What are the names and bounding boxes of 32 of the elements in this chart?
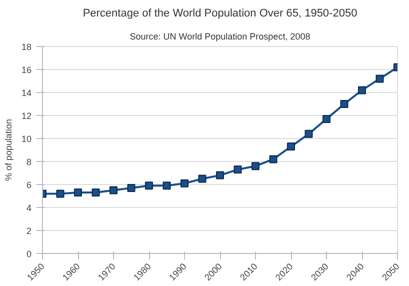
chart-subtitle: Source: UN World Population Prospect, 2008: [130, 32, 310, 42]
y-tick-label: 0: [26, 249, 32, 259]
point: [127, 184, 136, 192]
y-tick-label: 14: [21, 88, 32, 98]
point: [358, 86, 366, 94]
point: [287, 142, 295, 151]
y-tick-label: 2: [26, 226, 32, 236]
y-tick-label: 6: [26, 180, 32, 190]
y-tick-label: 4: [26, 203, 32, 213]
y-tick-label: 18: [21, 42, 32, 52]
point: [234, 166, 242, 174]
point: [304, 130, 313, 138]
y-tick-label: 12: [21, 111, 32, 121]
point: [92, 188, 100, 197]
point: [376, 74, 384, 83]
chart-title: Percentage of the World Population Over 65, 1950-2050: [82, 8, 358, 20]
point: [198, 174, 206, 183]
point: [322, 114, 330, 123]
y-axis-title: % of population: [3, 118, 14, 182]
point: [269, 155, 278, 164]
point: [110, 186, 118, 194]
y-tick-label: 8: [26, 157, 32, 167]
point: [74, 188, 82, 197]
point: [162, 182, 171, 190]
y-tick-label: 16: [21, 65, 32, 75]
point: [180, 179, 188, 188]
point: [216, 171, 224, 180]
y-tick-label: 10: [21, 134, 32, 144]
point: [252, 162, 260, 170]
point: [145, 182, 153, 190]
point: [340, 100, 348, 108]
point: [56, 190, 64, 198]
